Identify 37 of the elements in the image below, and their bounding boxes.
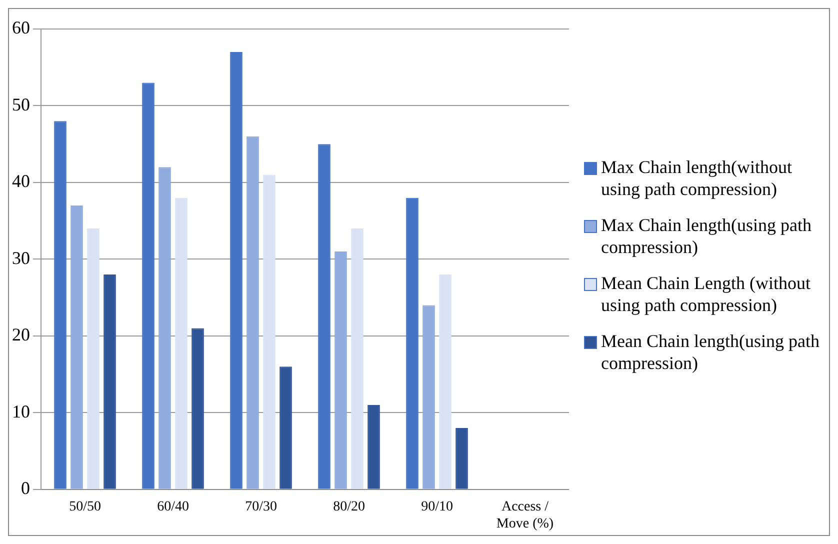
bar	[351, 228, 364, 489]
bar	[439, 274, 452, 489]
legend-label: Max Chain length(using path compression)	[601, 214, 812, 258]
bar	[318, 144, 330, 489]
bar	[70, 205, 83, 489]
y-tick-label: 50	[12, 94, 30, 114]
bar	[334, 252, 347, 489]
bar	[246, 136, 259, 489]
bar	[368, 404, 380, 489]
bar	[263, 174, 276, 489]
y-tick-label: 0	[21, 478, 30, 498]
bar	[456, 428, 468, 489]
bar	[406, 198, 418, 489]
x-tick-label: 80/20	[333, 499, 365, 514]
bar	[104, 274, 116, 489]
bar	[422, 305, 435, 489]
bar	[142, 82, 154, 489]
bar	[54, 121, 66, 489]
legend-label: Max Chain length(without using path compression)	[601, 156, 793, 200]
bar	[158, 167, 171, 489]
legend-label: Mean Chain length(using path compression)	[601, 330, 820, 374]
legend-label: Mean Chain Length (without using path compression)	[601, 272, 812, 316]
bar	[87, 228, 100, 489]
y-tick-label: 20	[12, 324, 30, 345]
bar	[192, 328, 204, 489]
y-tick-label: 10	[12, 401, 30, 422]
x-tick-label: 70/30	[245, 499, 277, 514]
x-tick-label: 50/50	[69, 499, 101, 514]
y-tick-label: 60	[12, 18, 30, 38]
x-tick-label: Access / Move (%)	[496, 499, 554, 532]
bar	[230, 52, 242, 489]
x-tick-label: 90/10	[421, 499, 453, 514]
x-tick-label: 60/40	[157, 499, 189, 514]
y-tick-label: 30	[12, 248, 30, 268]
y-tick-label: 40	[12, 171, 30, 192]
bar	[280, 366, 292, 489]
bar	[175, 198, 188, 489]
